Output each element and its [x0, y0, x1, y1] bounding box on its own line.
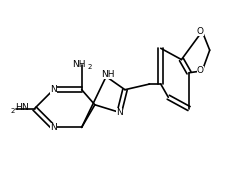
Text: NH: NH	[101, 70, 115, 79]
Text: H: H	[15, 103, 21, 112]
Text: 2: 2	[11, 108, 15, 114]
Text: O: O	[197, 27, 204, 36]
Text: 2: 2	[88, 64, 92, 70]
Text: N: N	[50, 85, 57, 94]
Text: N: N	[21, 103, 28, 112]
Text: NH: NH	[72, 60, 86, 69]
Text: O: O	[197, 66, 204, 75]
Text: N: N	[50, 123, 57, 132]
Text: N: N	[116, 108, 123, 117]
